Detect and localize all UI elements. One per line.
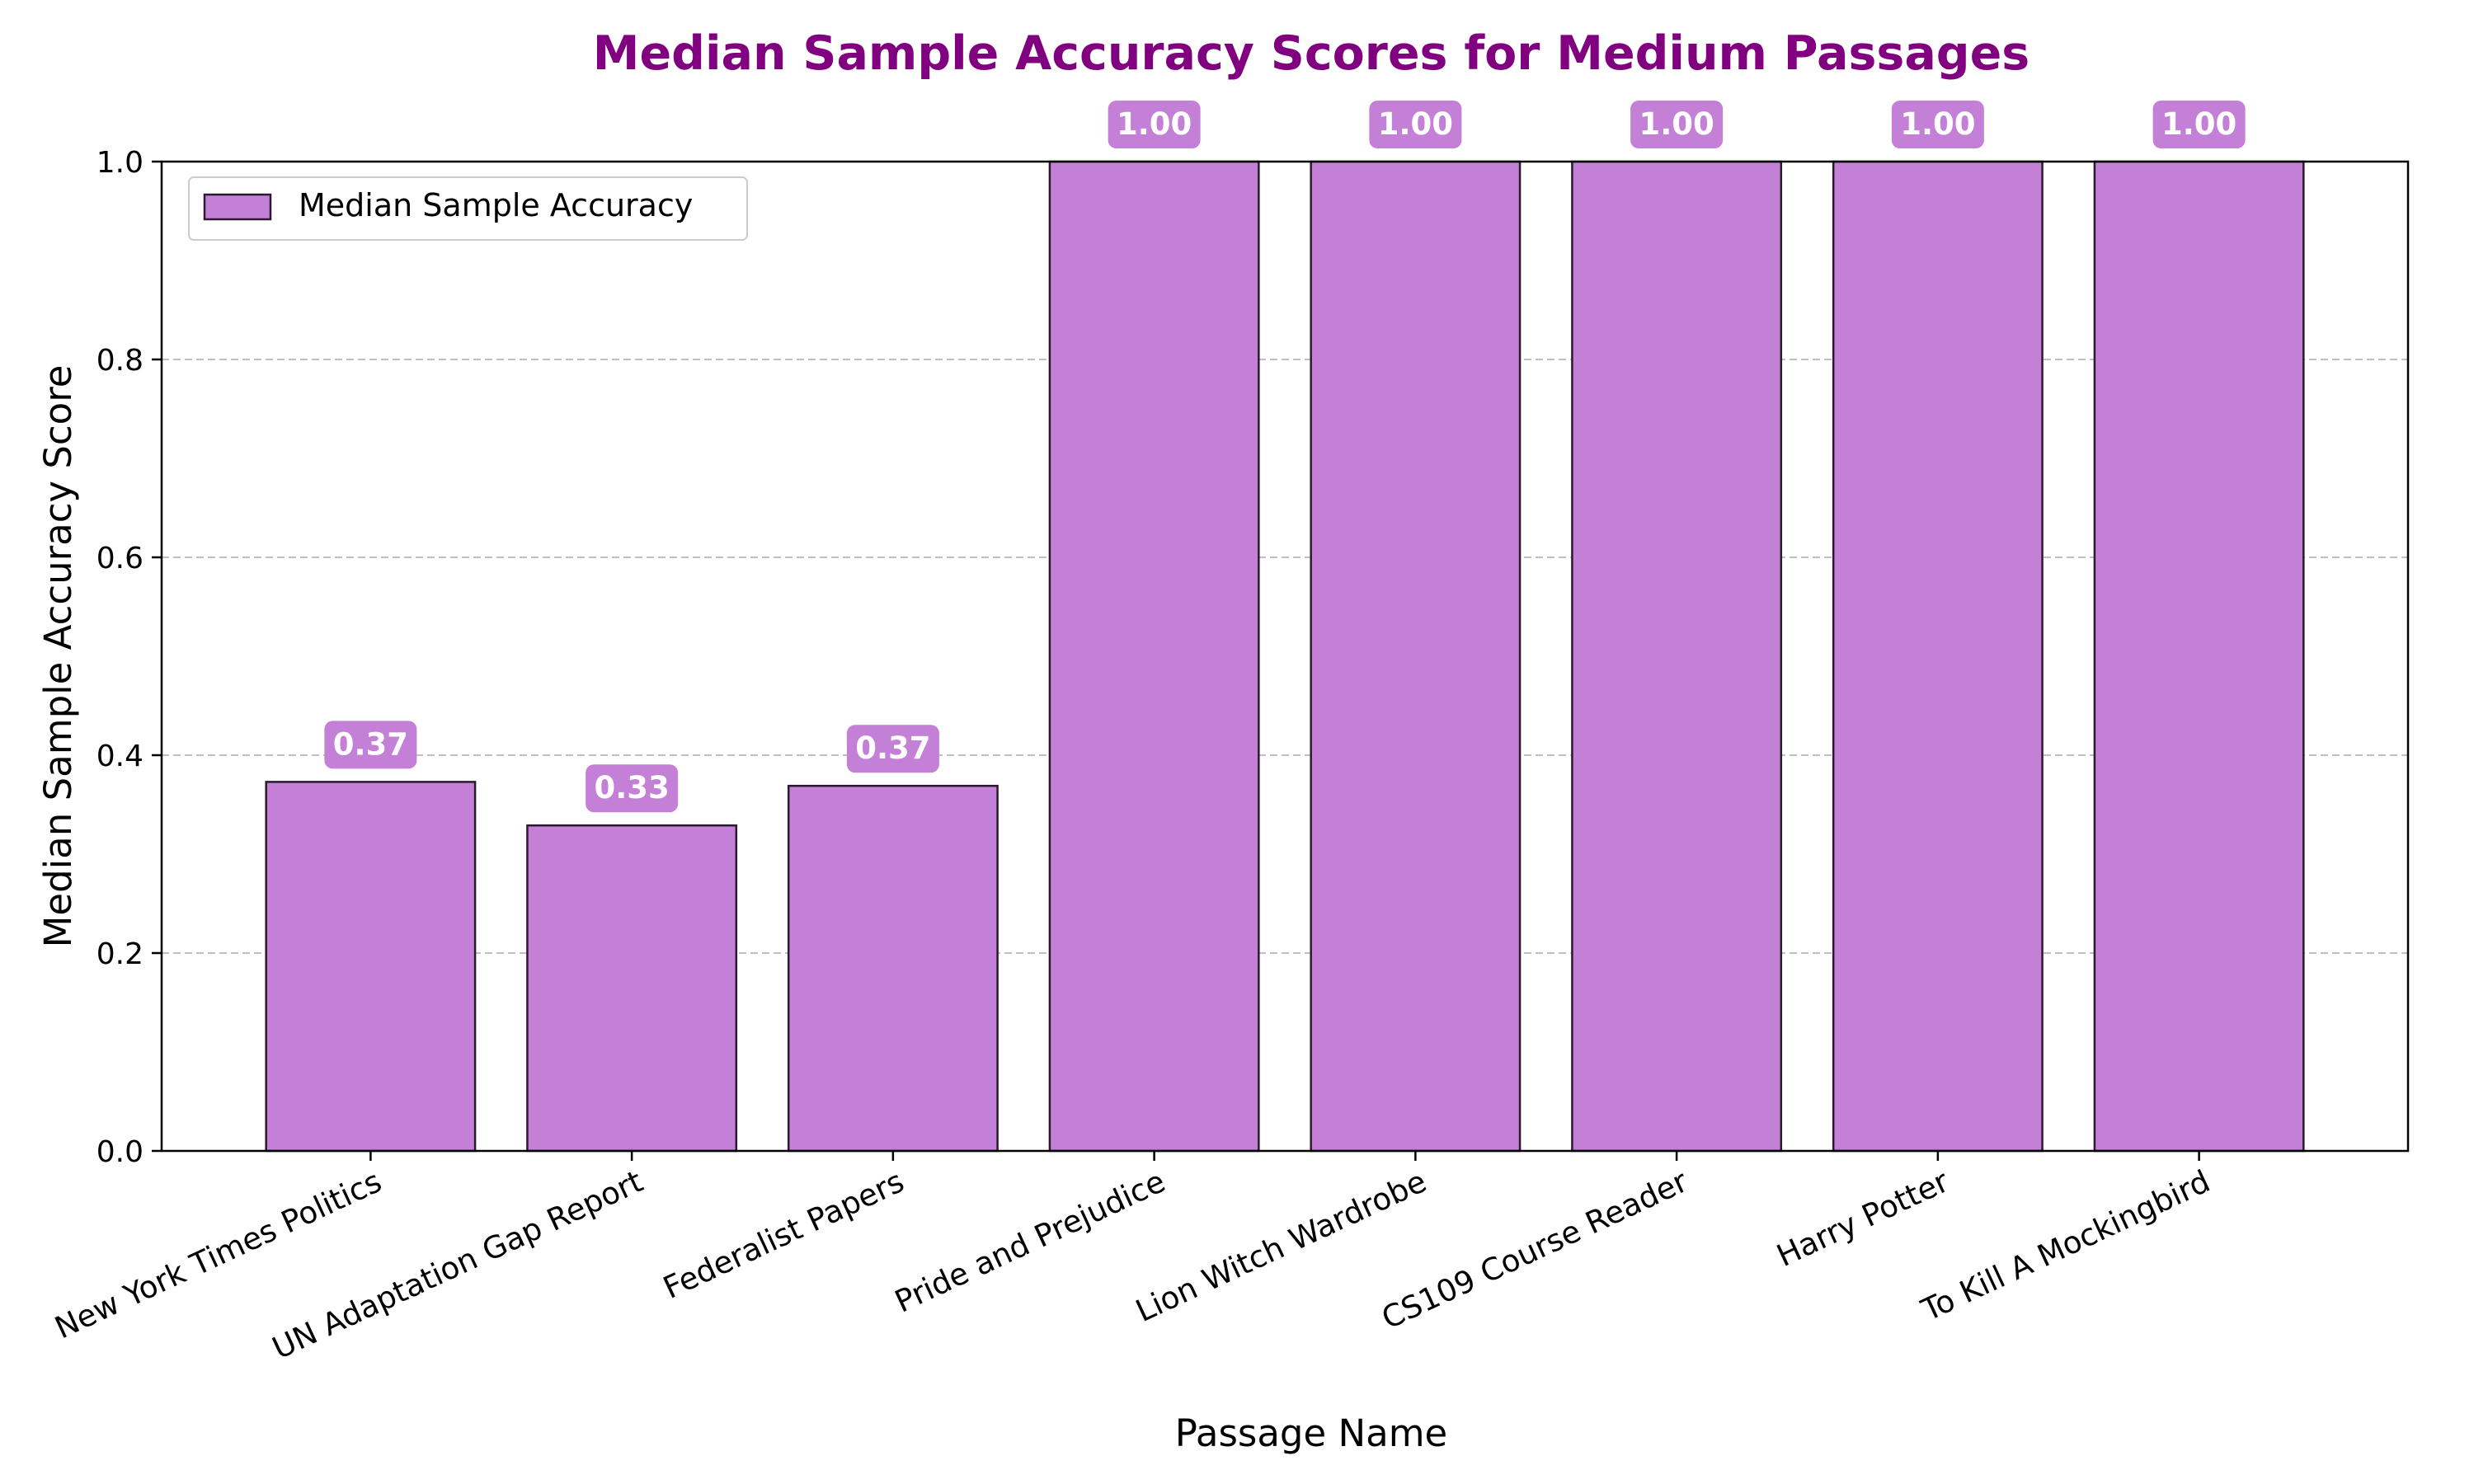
value-label: 0.37	[855, 730, 930, 766]
value-label: 0.33	[594, 770, 669, 805]
value-labels: 0.37 0.33 0.37 1.00 1.00 1.00 1.00 1.00	[324, 101, 2246, 813]
value-label: 1.00	[1117, 106, 1192, 142]
value-label-box	[1891, 101, 1984, 148]
value-label-box	[2152, 101, 2246, 148]
bars	[265, 160, 2305, 1153]
bar	[2093, 160, 2305, 1153]
legend-label: Median Sample Accuracy	[299, 187, 693, 223]
value-label: 0.37	[333, 726, 408, 762]
bar	[1310, 160, 1522, 1153]
legend-box	[188, 176, 748, 241]
value-label: 1.00	[2161, 106, 2236, 142]
y-axis-ticks: 0.0 0.2 0.4 0.6 0.8 1.0	[96, 146, 162, 1169]
bar	[265, 781, 477, 1153]
y-tick-label: 0.8	[96, 344, 143, 378]
y-tick-label: 0.6	[96, 542, 143, 575]
y-tick-label: 0.2	[96, 937, 143, 971]
bar	[1832, 160, 2044, 1153]
y-tick-label: 0.4	[96, 740, 143, 773]
value-label: 1.00	[1639, 106, 1714, 142]
chart-title: Median Sample Accuracy Scores for Medium…	[593, 26, 2030, 81]
bar	[1571, 160, 1783, 1153]
y-tick-label: 1.0	[96, 146, 143, 180]
value-label-box	[846, 725, 939, 773]
bar	[787, 784, 999, 1153]
value-label: 1.00	[1378, 106, 1453, 142]
x-axis-label: Passage Name	[1175, 1411, 1447, 1455]
value-label: 1.00	[1900, 106, 1975, 142]
y-tick-label: 0.0	[96, 1135, 143, 1169]
value-label-box	[1369, 101, 1462, 148]
value-label-box	[1630, 101, 1724, 148]
y-axis-label: Median Sample Accuracy Score	[36, 365, 80, 948]
legend-swatch	[203, 193, 272, 221]
value-label-box	[324, 721, 417, 769]
plot-area-frame	[160, 160, 2410, 1153]
value-label-box	[586, 764, 679, 813]
legend: Median Sample Accuracy	[188, 176, 748, 241]
value-label-box	[1108, 101, 1201, 148]
bar	[526, 824, 738, 1153]
bar	[1048, 160, 1260, 1153]
